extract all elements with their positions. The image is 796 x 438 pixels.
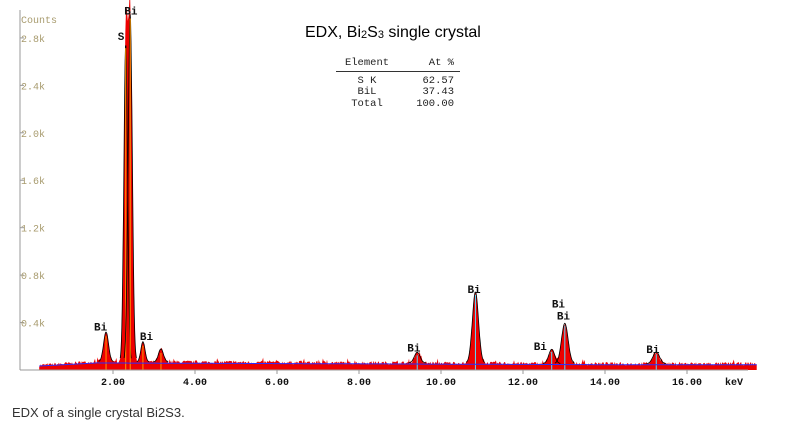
peak-label: S xyxy=(118,32,125,44)
peak-outline xyxy=(554,322,575,364)
title-sub: 3 xyxy=(377,29,384,41)
cell: BiL xyxy=(357,86,377,98)
peak-outline xyxy=(136,341,150,363)
peak-outline xyxy=(153,348,169,363)
table-row: S K 62.57 xyxy=(336,74,460,88)
x-tick-label: 16.00 xyxy=(672,378,702,389)
background-fit-line xyxy=(39,362,757,367)
y-tick-label: 1.6k xyxy=(21,176,45,188)
y-tick-label: 1.2k xyxy=(21,224,45,236)
peak-label: Bi xyxy=(534,342,548,354)
cell: Total xyxy=(351,97,383,110)
y-tick-label: 0.8k xyxy=(21,271,45,283)
peak-label: Bi xyxy=(140,332,154,344)
header-element: Element xyxy=(344,57,390,69)
peak-label: Bi xyxy=(94,322,108,334)
x-tick-label: 10.00 xyxy=(426,378,456,389)
spectrum-area xyxy=(39,0,757,370)
peak-label: Bi xyxy=(557,312,571,324)
cell: 37.43 xyxy=(422,86,454,98)
table-header: Element At % xyxy=(336,57,460,72)
peak-label: Bi xyxy=(407,343,421,355)
cell: 62.57 xyxy=(422,74,454,87)
table-row: BiL 37.43 xyxy=(336,86,460,99)
peak-outline xyxy=(98,331,114,362)
peak-outline xyxy=(408,351,426,364)
edx-spectrum-chart: Counts 0.4k 0.8k 1.2k 1.6k 2.0k 2.4k 2.8k 2.00… xyxy=(19,0,757,389)
x-tick-label: 12.00 xyxy=(508,378,538,389)
peak-label: Bi xyxy=(552,300,566,312)
y-tick-label: 2.4k xyxy=(21,81,45,93)
title-text: single crystal xyxy=(383,24,481,41)
peak-outline xyxy=(543,348,561,364)
peak-label: Bi xyxy=(124,7,138,19)
x-tick-label: 2.00 xyxy=(101,378,125,389)
cell: 100.00 xyxy=(416,97,454,110)
table-row: Total 100.00 xyxy=(336,97,460,111)
peak-outline xyxy=(123,14,137,359)
composition-table: Element At % S K 62.57 BiL 37.43 Total 100.… xyxy=(336,57,460,111)
peak-label: Bi xyxy=(467,285,481,297)
chart-title: EDX, Bi2S3 single crystal xyxy=(305,24,481,42)
peak-outline xyxy=(465,291,485,363)
cell: S K xyxy=(357,74,377,87)
peak-outline xyxy=(119,45,132,359)
title-sub: 2 xyxy=(361,29,368,41)
y-tick-label: 2.0k xyxy=(21,129,45,141)
y-tick-label: 2.8k xyxy=(21,34,45,46)
header-at-percent: At % xyxy=(428,57,454,69)
peak-outline xyxy=(646,351,667,364)
x-tick-label: 4.00 xyxy=(183,378,207,389)
title-text: S xyxy=(367,24,378,41)
y-axis-label: Counts xyxy=(21,16,57,27)
x-tick-label: 14.00 xyxy=(590,378,620,389)
y-tick-label: 0.4k xyxy=(21,319,45,331)
title-text: EDX, Bi xyxy=(305,24,362,41)
figure-caption: EDX of a single crystal Bi2S3. xyxy=(12,405,185,420)
x-tick-label: 6.00 xyxy=(265,378,289,389)
x-axis-label: keV xyxy=(725,377,743,389)
spectrum-layer xyxy=(39,0,757,370)
x-tick-label: 8.00 xyxy=(347,378,371,389)
peak-label: Bi xyxy=(646,345,660,357)
